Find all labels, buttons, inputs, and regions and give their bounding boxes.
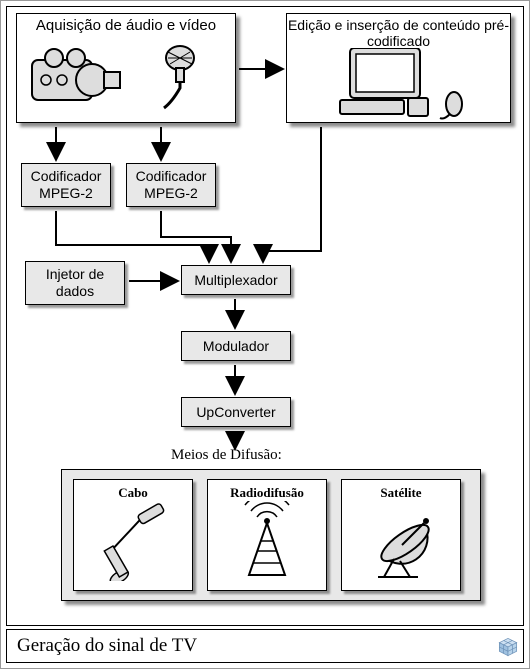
watermark-cube-icon [495,634,521,660]
node-encoder-1: Codificador MPEG-2 [21,163,111,207]
antenna-icon [212,501,322,586]
node-upconverter-label: UpConverter [196,404,275,421]
node-upconverter: UpConverter [181,397,291,427]
node-encoder-1-label: Codificador MPEG-2 [25,168,107,202]
media-cable: Cabo [73,479,193,591]
media-broadcast: Radiodifusão [207,479,327,591]
node-multiplexer-label: Multiplexador [194,272,277,289]
media-broadcast-label: Radiodifusão [208,485,326,501]
diagram-container: Aquisição de áudio e vídeo [0,0,530,669]
camera-mic-icon [22,40,232,120]
computer-icon [295,48,505,123]
node-acquisition-label: Aquisição de áudio e vídeo [17,17,235,35]
node-multiplexer: Multiplexador [181,265,291,295]
node-modulator: Modulador [181,331,291,361]
node-modulator-label: Modulador [203,338,269,355]
node-encoder-2-label: Codificador MPEG-2 [130,168,212,202]
cable-icon [78,501,188,581]
media-satellite: Satélite [341,479,461,591]
node-acquisition: Aquisição de áudio e vídeo [16,13,236,123]
node-injector: Injetor de dados [25,261,125,305]
node-editing: Edição e inserção de conteúdo pré-codifi… [286,13,511,123]
media-section-label: Meios de Difusão: [171,447,282,464]
media-cable-label: Cabo [74,485,192,501]
node-editing-label: Edição e inserção de conteúdo pré-codifi… [287,17,510,49]
node-injector-label: Injetor de dados [29,266,121,300]
node-encoder-2: Codificador MPEG-2 [126,163,216,207]
caption-text: Geração do sinal de TV [17,635,197,657]
satellite-dish-icon [346,501,456,586]
media-satellite-label: Satélite [342,485,460,501]
caption-bar: Geração do sinal de TV [6,629,524,663]
